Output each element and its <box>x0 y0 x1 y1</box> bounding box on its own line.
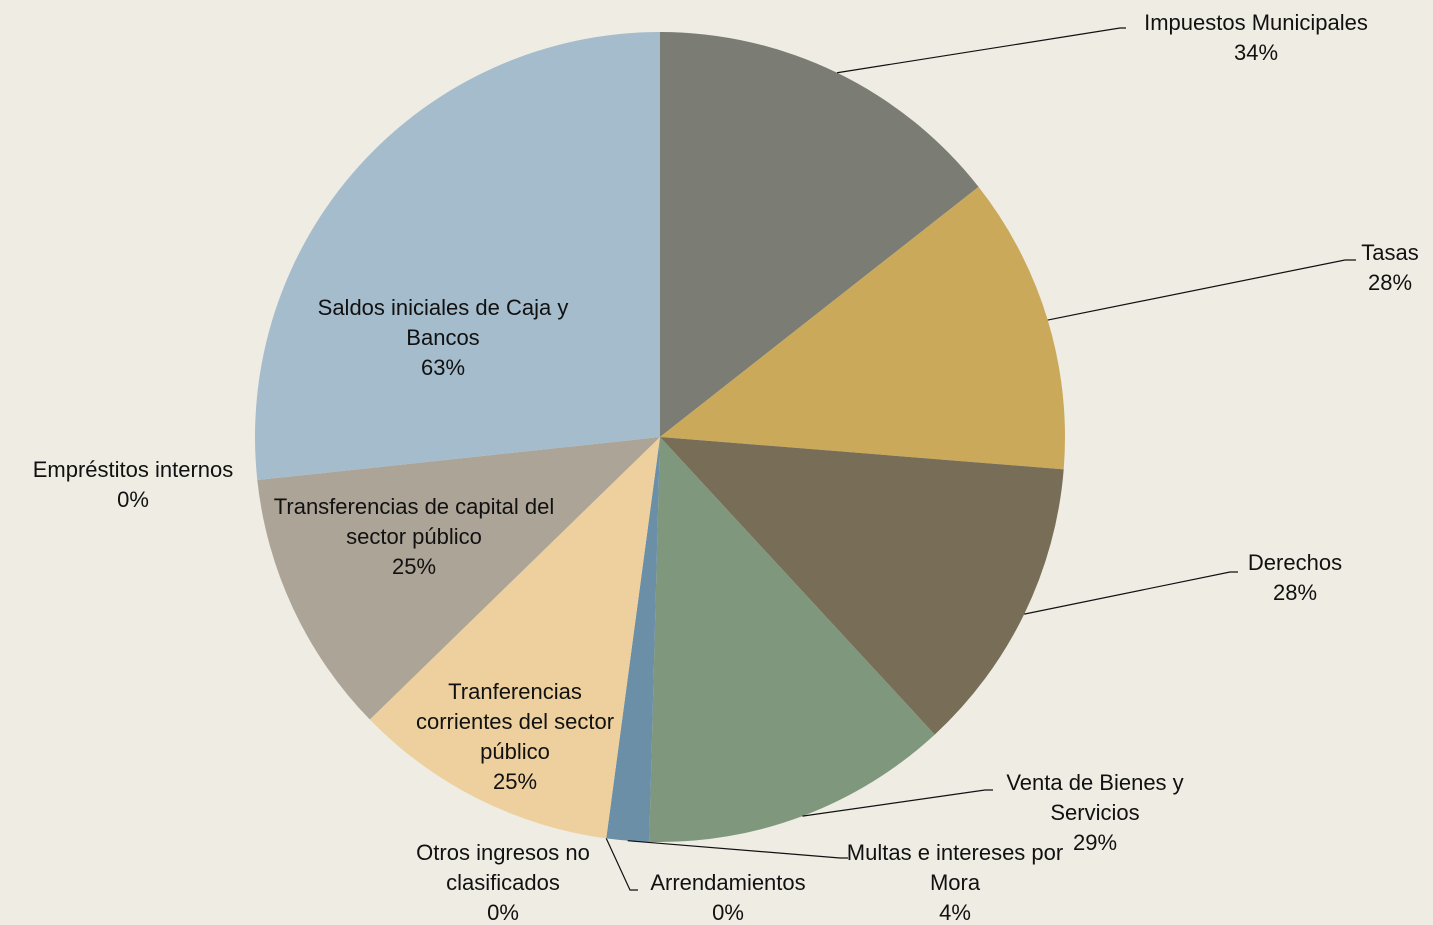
category-label: Saldos iniciales de Caja y Bancos <box>317 295 569 350</box>
leader-line <box>802 789 993 817</box>
value-label: 0% <box>712 900 744 925</box>
category-label: Derechos <box>1247 550 1343 575</box>
value-label: 63% <box>420 355 466 380</box>
value-label: 28% <box>1272 580 1318 605</box>
pie-slice <box>660 186 1065 470</box>
slice-label: Otros ingresos no clasificados 0% <box>403 838 603 925</box>
pie-slice <box>660 437 1064 735</box>
value-label: 0% <box>487 900 519 925</box>
leader-line <box>627 840 848 859</box>
value-label: 29% <box>1072 830 1118 855</box>
slice-label: Derechos 28% <box>1225 548 1365 608</box>
slice-label: Transferencias de capital del sector púb… <box>269 492 559 582</box>
category-label: Multas e intereses por Mora <box>846 840 1064 895</box>
leader-line <box>605 838 638 891</box>
category-label: Tranferencias corrientes del sector públ… <box>415 679 615 764</box>
category-label: Arrendamientos <box>650 870 806 895</box>
slice-label: Saldos iniciales de Caja y Bancos 63% <box>293 293 593 383</box>
category-label: Empréstitos internos <box>32 457 234 482</box>
slice-label: Tasas 28% <box>1340 238 1433 298</box>
value-label: 4% <box>939 900 971 925</box>
slice-label: Venta de Bienes y Servicios 29% <box>985 768 1205 858</box>
leader-line <box>837 27 1126 74</box>
pie-slice <box>606 437 660 842</box>
leader-line <box>1024 571 1238 615</box>
slice-label: Multas e intereses por Mora 4% <box>845 838 1065 925</box>
slice-label: Impuestos Municipales 34% <box>1106 8 1406 68</box>
pie-slice <box>369 437 660 839</box>
value-label: 25% <box>492 769 538 794</box>
value-label: 25% <box>391 554 437 579</box>
slice-label: Arrendamientos 0% <box>628 868 828 925</box>
category-label: Impuestos Municipales <box>1144 10 1368 35</box>
pie-slice <box>257 437 660 720</box>
category-label: Venta de Bienes y Servicios <box>1006 770 1184 825</box>
leader-line <box>1047 259 1356 321</box>
value-label: 34% <box>1233 40 1279 65</box>
value-label: 0% <box>117 487 149 512</box>
slice-label: Tranferencias corrientes del sector públ… <box>415 677 615 797</box>
category-label: Tasas <box>1361 240 1419 265</box>
category-label: Otros ingresos no clasificados <box>416 840 590 895</box>
pie-slice <box>254 32 660 481</box>
slice-label: Empréstitos internos 0% <box>13 455 253 515</box>
pie-slice <box>660 32 979 437</box>
pie-slice <box>649 437 935 842</box>
category-label: Transferencias de capital del sector púb… <box>273 494 555 549</box>
value-label: 28% <box>1367 270 1413 295</box>
